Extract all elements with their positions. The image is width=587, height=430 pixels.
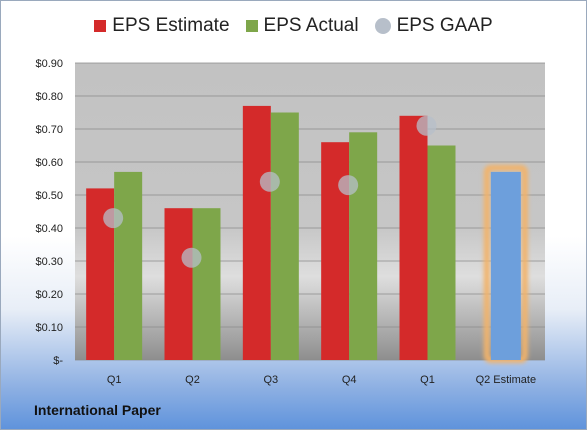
bars-layer	[86, 105, 528, 363]
bar-eps-estimate	[242, 105, 271, 361]
bar-eps-estimate	[399, 115, 428, 360]
gaap-layer	[103, 115, 437, 268]
axis-layer: $- $0.10 $0.20 $0.30 $0.40 $0.50 $0.60 $0.70 $0.…	[35, 58, 536, 386]
bar-eps-estimate	[164, 208, 193, 360]
legend-item-eps-actual: EPS Actual	[245, 15, 359, 37]
bar-eps-actual	[192, 208, 221, 360]
y-tick-label: $0.70	[35, 124, 63, 136]
legend-label-eps-gaap: EPS GAAP	[396, 15, 493, 36]
bar-eps-actual	[349, 132, 378, 360]
x-tick-label: Q1	[107, 374, 122, 386]
y-tick-label: $0.40	[35, 223, 63, 235]
y-tick-label: $0.50	[35, 190, 63, 202]
x-tick-label: Q2 Estimate	[476, 374, 537, 386]
point-eps-gaap	[103, 208, 124, 229]
legend-item-eps-gaap: EPS GAAP	[374, 15, 493, 37]
grid-layer	[75, 62, 545, 361]
y-tick-label: $-	[53, 355, 63, 367]
point-eps-gaap	[181, 247, 202, 268]
legend-item-eps-estimate: EPS Estimate	[94, 15, 230, 37]
y-tick-label: $0.90	[35, 58, 63, 70]
y-tick-label: $0.20	[35, 289, 63, 301]
company-name: International Paper	[34, 402, 161, 418]
point-eps-gaap	[338, 175, 359, 196]
bar-eps-actual	[427, 145, 456, 360]
y-tick-label: $0.30	[35, 256, 63, 268]
bar-eps-actual	[270, 112, 299, 360]
bar-q2-estimate	[490, 171, 521, 360]
legend-label-eps-actual: EPS Actual	[263, 15, 359, 36]
y-tick-label: $0.80	[35, 91, 63, 103]
legend-swatch-eps-estimate	[94, 20, 107, 32]
x-tick-label: Q4	[342, 374, 357, 386]
bar-eps-actual	[114, 171, 143, 360]
point-eps-gaap	[416, 115, 437, 136]
legend-swatch-eps-actual	[245, 20, 258, 32]
x-tick-label: Q1	[420, 374, 435, 386]
legend-swatch-eps-gaap	[374, 18, 391, 34]
y-tick-label: $0.10	[35, 322, 63, 334]
point-eps-gaap	[259, 171, 280, 192]
bar-eps-estimate	[321, 142, 350, 360]
plot-area	[75, 63, 545, 360]
legend: EPS Estimate EPS Actual EPS GAAP	[1, 15, 586, 37]
legend-label-eps-estimate: EPS Estimate	[112, 15, 230, 36]
y-tick-label: $0.60	[35, 157, 63, 169]
x-tick-label: Q3	[263, 374, 278, 386]
x-tick-label: Q2	[185, 374, 200, 386]
